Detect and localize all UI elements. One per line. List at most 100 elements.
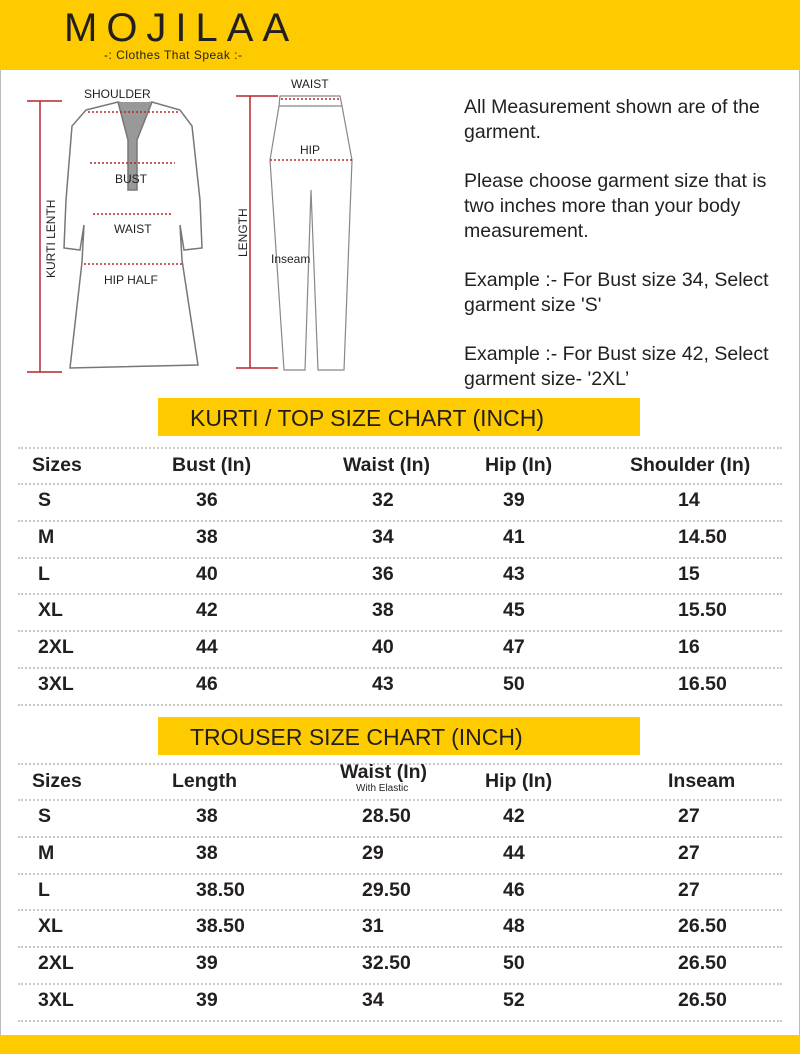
trouser-illustration — [269, 95, 353, 371]
table-row: XL 38.50 31 48 26.50 — [0, 915, 800, 945]
note: Example :- For Bust size 42, Select garm… — [464, 343, 769, 390]
table-cell: S — [38, 805, 52, 827]
brand-logo: MOJILAA — [64, 6, 299, 50]
dotted-divider — [18, 483, 782, 485]
table-header-row: Sizes Bust (In) Waist (In) Hip (In) Shoulder… — [0, 454, 800, 484]
bust-label: BUST — [115, 172, 148, 186]
table-cell: 26.50 — [678, 952, 727, 975]
table-row: M 38 34 41 14.50 — [0, 526, 800, 556]
table-cell: XL — [38, 915, 63, 938]
trouser-chart-title: TROUSER SIZE CHART (INCH) — [158, 717, 640, 755]
column-header: Shoulder (In) — [630, 454, 751, 476]
table-cell: 34 — [362, 989, 384, 1011]
table-cell: 31 — [362, 915, 384, 938]
table-row: 3XL 39 34 52 26.50 — [0, 989, 800, 1019]
table-cell: 38 — [196, 525, 218, 548]
column-header: Sizes — [32, 770, 82, 792]
kurti-illustration — [63, 101, 203, 369]
table-cell: M — [38, 525, 55, 548]
dotted-divider — [18, 1019, 782, 1022]
inseam-label: Inseam — [271, 252, 311, 266]
table-cell: 3XL — [38, 673, 74, 695]
table-cell: 27 — [678, 805, 700, 827]
table-cell: 39 — [503, 489, 525, 511]
table-cell: 40 — [196, 562, 218, 585]
table-cell: 48 — [503, 915, 525, 938]
dotted-divider — [18, 946, 782, 949]
table-cell: 2XL — [38, 952, 74, 975]
table-cell: 40 — [372, 636, 394, 659]
dotted-divider — [18, 909, 782, 912]
waist-note: With Elastic — [356, 783, 409, 794]
table-cell: 47 — [503, 636, 525, 659]
table-cell: 26.50 — [678, 989, 727, 1011]
note: Please choose garment size that is two i… — [464, 170, 767, 242]
table-cell: 42 — [196, 599, 218, 622]
kurti-chart-title: KURTI / TOP SIZE CHART (INCH) — [158, 398, 640, 436]
table-row: M 38 29 44 27 — [0, 842, 800, 872]
table-cell: 38.50 — [196, 878, 245, 901]
table-cell: 2XL — [38, 636, 74, 659]
table-cell: 16.50 — [678, 673, 727, 695]
table-cell: 44 — [503, 841, 525, 864]
column-header: Waist (In) — [340, 761, 428, 783]
waist-label: WAIST — [114, 222, 152, 236]
shoulder-label: SHOULDER — [84, 87, 151, 101]
table-cell: 38.50 — [196, 915, 245, 938]
table-cell: 29.50 — [362, 878, 411, 901]
dotted-divider — [18, 519, 782, 522]
dotted-divider — [18, 447, 782, 449]
footer-bar — [0, 1035, 800, 1054]
table-cell: 28.50 — [362, 805, 411, 827]
table-row: S 36 32 39 14 — [0, 489, 800, 519]
dotted-divider — [18, 667, 782, 669]
table-row: 2XL 44 40 47 16 — [0, 636, 800, 666]
trouser-length-label: LENGTH — [236, 208, 250, 257]
table-cell: 29 — [362, 841, 384, 864]
table-cell: 34 — [372, 525, 394, 548]
column-header: Sizes — [32, 454, 82, 476]
dotted-divider — [18, 799, 782, 801]
trouser-hip-label: HIP — [300, 143, 321, 157]
table-cell: 39 — [196, 989, 218, 1011]
table-cell: 38 — [372, 599, 394, 622]
table-cell: 39 — [196, 952, 218, 975]
dotted-divider — [18, 872, 782, 875]
table-cell: 36 — [372, 562, 394, 585]
table-cell: 38 — [196, 841, 218, 864]
table-cell: S — [38, 489, 52, 511]
table-cell: 41 — [503, 525, 525, 548]
table-cell: 52 — [503, 989, 525, 1011]
table-cell: 42 — [503, 805, 525, 827]
column-header: Length — [172, 770, 237, 792]
table-cell: M — [38, 841, 55, 864]
table-cell: 32.50 — [362, 952, 411, 975]
table-cell: 27 — [678, 878, 700, 901]
dotted-divider — [18, 983, 782, 985]
table-cell: 44 — [196, 636, 218, 659]
table-cell: L — [38, 878, 50, 901]
table-row: XL 42 38 45 15.50 — [0, 599, 800, 629]
table-cell: L — [38, 562, 50, 585]
trouser-measure-lines — [270, 98, 352, 161]
table-cell: 15 — [678, 562, 700, 585]
table-cell: 46 — [196, 673, 218, 695]
column-header: Inseam — [668, 770, 736, 792]
table-row: L 38.50 29.50 46 27 — [0, 879, 800, 909]
table-cell: 16 — [678, 636, 700, 659]
table-cell: 45 — [503, 599, 525, 622]
table-cell: 14.50 — [678, 525, 727, 548]
measurement-notes: All Measurement shown are of the garment… — [464, 95, 784, 416]
table-cell: 15.50 — [678, 599, 727, 622]
table-cell: 32 — [372, 489, 394, 511]
table-cell: 27 — [678, 841, 700, 864]
note: All Measurement shown are of the garment… — [464, 96, 760, 143]
table-cell: 50 — [503, 673, 525, 695]
table-cell: 50 — [503, 952, 525, 975]
table-cell: 46 — [503, 878, 525, 901]
table-cell: 36 — [196, 489, 218, 511]
note: Example :- For Bust size 34, Select garm… — [464, 269, 769, 316]
table-cell: 14 — [678, 489, 700, 511]
dotted-divider — [18, 835, 782, 838]
kurti-measure-lines — [84, 111, 184, 265]
